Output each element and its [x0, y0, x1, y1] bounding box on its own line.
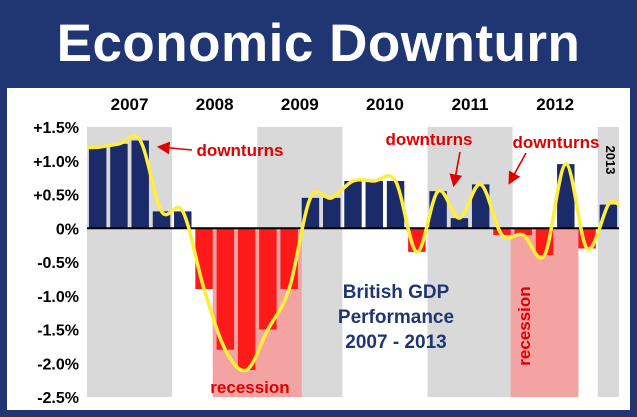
bar-q1	[88, 147, 107, 229]
bar-q14	[365, 181, 384, 229]
y-tick-label-2: +1.0%	[33, 154, 79, 171]
y-tick-label-8: -2.0%	[37, 356, 79, 373]
year-label-2011: 2011	[452, 95, 489, 114]
bar-q12	[322, 197, 341, 229]
year-label-2007: 2007	[111, 95, 149, 114]
chart-subtitle-line-3: 2007 - 2013	[345, 332, 446, 353]
bar-q19	[471, 184, 490, 229]
downturns-annotation-3: downturns	[513, 133, 600, 152]
year-label-2010: 2010	[366, 95, 404, 114]
bar-q3	[131, 140, 149, 229]
downturns-annotation-1: downturns	[197, 141, 284, 160]
recession-label-1: recession	[210, 378, 289, 397]
chart-subtitle-line-1: British GDP	[343, 282, 450, 303]
y-tick-label-6: -1.0%	[37, 289, 79, 306]
y-tick-label-5: -0.5%	[37, 255, 79, 272]
downturns-annotation-2: downturns	[386, 130, 473, 149]
y-tick-label-3: +0.5%	[33, 188, 79, 205]
bar-q18	[450, 218, 469, 229]
chart-subtitle-line-2: Performance	[338, 307, 454, 328]
y-tick-label-7: -1.5%	[37, 323, 79, 340]
y-tick-label-4: 0%	[56, 221, 79, 238]
title-banner: Economic Downturn	[0, 0, 637, 86]
chart-title: Economic Downturn	[56, 13, 581, 73]
year-label-2009: 2009	[281, 95, 319, 114]
bar-q13	[344, 181, 362, 229]
year-label-2008: 2008	[196, 95, 234, 114]
bar-q7	[216, 228, 235, 350]
y-tick-label-1: +1.5%	[33, 120, 79, 137]
downturns-arrow-3	[508, 152, 527, 185]
trend-line	[86, 134, 620, 373]
bar-q9	[259, 228, 277, 330]
downturns-arrow-1	[156, 141, 193, 155]
downturns-arrow-2	[449, 151, 463, 188]
year-label-2013: 2013	[603, 146, 618, 175]
bar-q2	[110, 143, 128, 229]
year-band-2013	[597, 127, 619, 397]
year-label-2012: 2012	[536, 95, 574, 114]
bar-q20	[493, 228, 511, 235]
bar-q21	[514, 228, 532, 235]
y-tick-label-9: -2.5%	[37, 390, 79, 407]
year-band-2011	[427, 127, 513, 397]
recession-label-2: recession	[515, 286, 534, 365]
bar-q8	[237, 228, 256, 370]
